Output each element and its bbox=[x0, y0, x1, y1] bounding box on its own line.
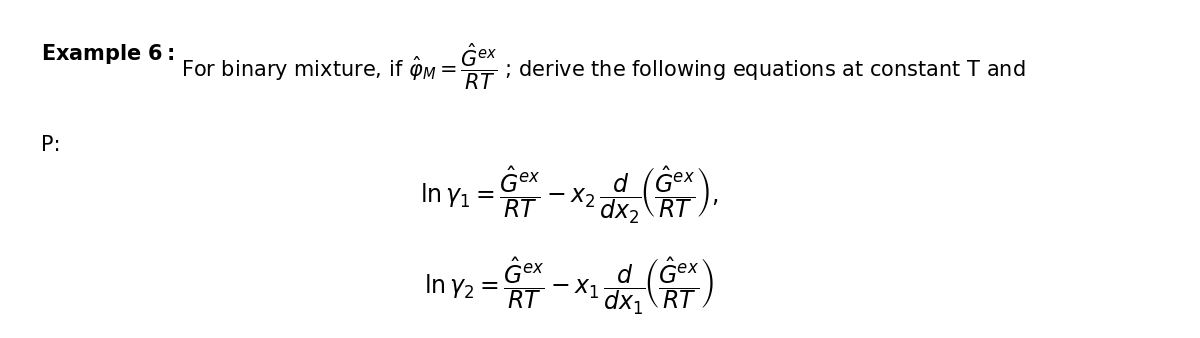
Text: $\mathbf{Example\ 6:}$: $\mathbf{Example\ 6:}$ bbox=[41, 42, 174, 66]
Text: For binary mixture, if $\hat{\varphi}_M = \dfrac{\hat{G}^{ex}}{RT}$ ; derive the: For binary mixture, if $\hat{\varphi}_M … bbox=[181, 42, 1025, 92]
Text: $\ln\gamma_2 = \dfrac{\hat{G}^{ex}}{RT} - x_1\,\dfrac{d}{dx_1}\!\left(\dfrac{\ha: $\ln\gamma_2 = \dfrac{\hat{G}^{ex}}{RT} … bbox=[425, 256, 714, 317]
Text: P:: P: bbox=[41, 136, 61, 155]
Text: $\ln\gamma_1 = \dfrac{\hat{G}^{ex}}{RT} - x_2\,\dfrac{d}{dx_2}\!\left(\dfrac{\ha: $\ln\gamma_1 = \dfrac{\hat{G}^{ex}}{RT} … bbox=[420, 165, 719, 226]
